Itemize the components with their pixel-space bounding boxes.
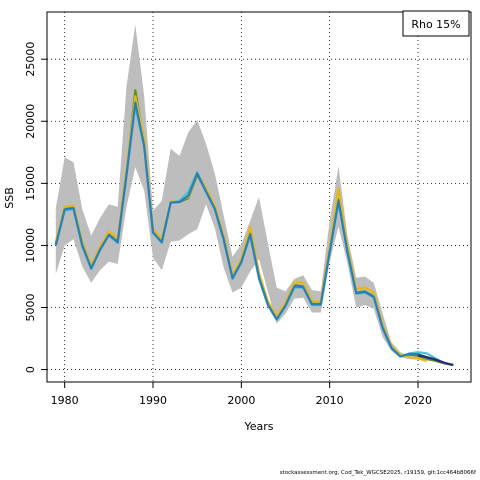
confidence-band (55, 24, 419, 360)
series-layer (54, 89, 454, 367)
y-axis-label: SSB (3, 187, 16, 209)
legend-label: Rho 15% (411, 18, 460, 31)
legend: Rho 15% (402, 10, 470, 37)
y-tick-label: 0 (24, 366, 37, 373)
confidence-band-layer (55, 24, 419, 360)
y-tick-label: 15000 (24, 166, 37, 201)
x-tick-label: 2010 (316, 394, 344, 407)
y-tick-label: 10000 (24, 228, 37, 263)
x-tick-label: 1980 (51, 394, 79, 407)
y-tick-label: 20000 (24, 104, 37, 139)
y-tick-label: 25000 (24, 42, 37, 77)
footnote: stockassessment.org, Cod_Tek_WGCSE2025, … (279, 470, 476, 476)
series-line-4 (54, 101, 436, 361)
legend-box (402, 10, 470, 37)
x-tick-label: 2020 (404, 394, 432, 407)
x-axis: 1980 1990 2000 2010 2020 (51, 381, 432, 407)
x-axis-label: Years (243, 420, 273, 433)
y-axis: 0 5000 10000 15000 20000 25000 (24, 42, 48, 373)
series-line-5 (417, 354, 454, 366)
y-tick-label: 5000 (24, 294, 37, 322)
x-tick-label: 1990 (139, 394, 167, 407)
x-tick-label: 2000 (227, 394, 255, 407)
